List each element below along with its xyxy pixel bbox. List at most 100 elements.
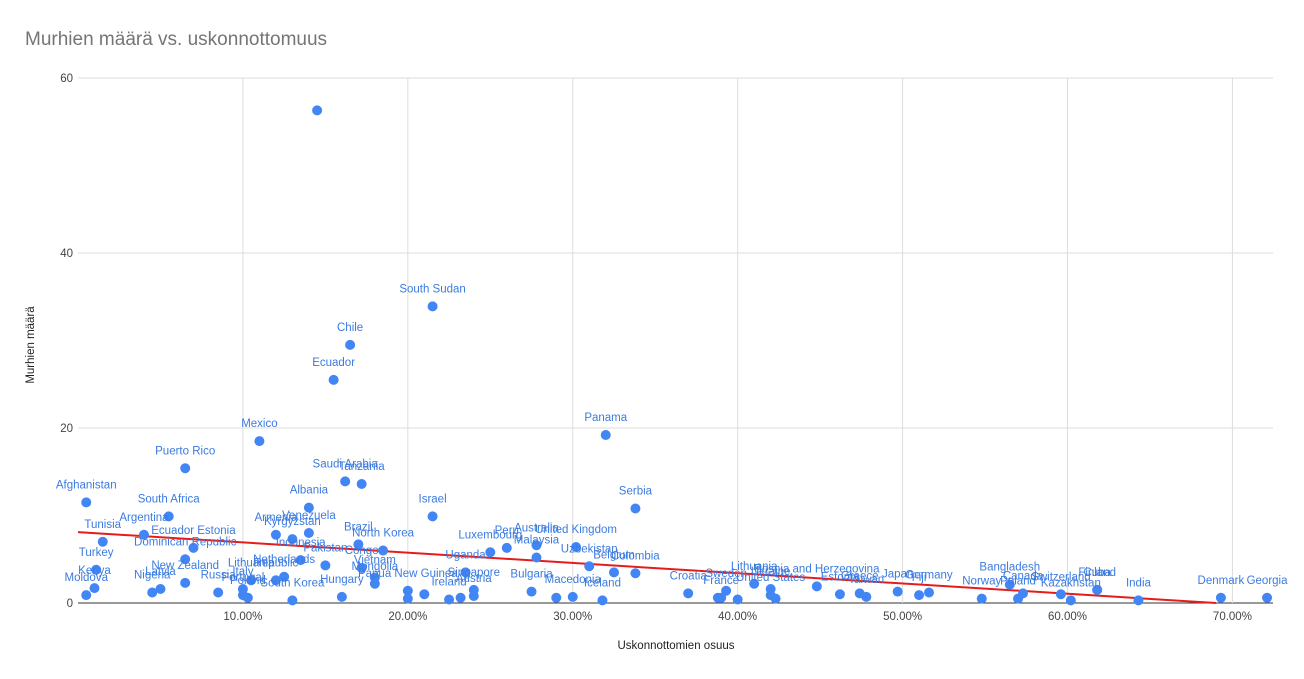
data-label: Albania [290,485,329,497]
data-label: Dominican Republic [134,536,237,548]
data-label: Singapore [448,567,500,579]
data-point [1065,595,1076,606]
data-label: Papua New Guinea [358,568,458,580]
data-point [295,555,306,566]
data-label: Cuba [1083,567,1111,579]
data-label: South Africa [138,493,201,505]
data-label: Switzerland [1031,571,1090,583]
data-label: Canada [1003,570,1044,582]
data-label: Norway [962,576,1001,588]
data-point [336,591,347,602]
data-point [1262,592,1273,603]
data-label: Turkey [79,547,114,559]
data-point [1133,595,1144,606]
data-point [356,563,367,573]
data-point [1215,592,1226,603]
data-label: Kazakhstan [1041,577,1101,589]
data-label: Moldova [65,572,109,584]
data-label: Lithuania [731,561,778,573]
x-tick-label: 60.00% [1048,611,1087,623]
data-point [1055,589,1066,600]
data-label: Russia [201,570,237,582]
data-label: Portugal [221,572,264,584]
data-point [378,545,389,556]
data-point [468,591,479,601]
data-point [630,503,641,514]
data-label: United States [736,572,805,584]
data-label: Ecuador [312,357,355,369]
data-label: Bosnia and Herzegovina [754,563,880,575]
axis-ticks: 0 20 40 60 10.00% 20.00% 30.00% 40.00% 50.00% 60.… [60,73,1252,623]
data-point [584,561,595,572]
x-axis-title: Uskonnottomien osuus [618,640,735,652]
data-label: Argentina [119,512,169,524]
data-points [81,105,1273,606]
data-label: Kyrgyzstan [264,516,321,528]
data-label: Malaysia [514,535,560,547]
data-label: Pakistan [303,542,347,554]
data-label: Hungary [320,574,364,586]
data-point [402,585,413,596]
data-point [353,539,364,550]
data-point [732,594,743,605]
data-label: Georgia [1247,575,1289,587]
x-tick-label: 10.00% [223,611,262,623]
data-label: Austria [456,573,492,585]
data-point [155,584,166,594]
data-label: Greece [841,570,879,582]
data-point [320,560,331,571]
data-point [287,534,298,545]
data-point [608,567,619,578]
data-point [567,591,578,602]
data-label: Serbia [619,486,653,498]
data-point [254,436,265,447]
data-point [834,589,845,600]
data-point [356,479,367,489]
y-tick-label: 60 [60,73,73,85]
data-point [923,587,934,598]
data-label: Finland [1078,567,1116,579]
data-label: Kenya [78,565,111,577]
y-axis-title: Murhien määrä [25,306,37,384]
data-label: Congo [345,545,379,557]
data-point [716,592,727,603]
data-point [147,587,158,598]
data-point [427,301,438,312]
x-tick-label: 30.00% [553,611,592,623]
data-point [811,581,822,592]
y-tick-label: 40 [60,248,73,260]
data-point [419,589,430,600]
data-point [1017,588,1028,599]
data-point [287,595,298,606]
data-label: Puerto Rico [155,445,215,457]
data-point [402,593,413,604]
data-point [97,536,108,547]
data-point [460,567,471,578]
data-label: Mongolia [352,561,399,573]
data-point [328,374,339,385]
data-point [91,564,102,575]
data-point [81,590,92,601]
data-label: Croatia [670,570,708,582]
data-label: France [703,575,739,587]
data-label: Ecuador Estonia [151,525,236,537]
data-point [246,575,257,586]
data-point [770,593,781,604]
data-label: Poland [1000,576,1036,588]
data-label: Iceland [584,577,621,589]
data-label: Denmark [1198,575,1245,587]
data-point [597,595,608,606]
data-label: Ukraine [751,566,791,578]
data-label: Bulgaria [510,569,553,581]
data-point [861,591,872,602]
data-label: Macedonia [545,574,602,586]
data-label: Estonia [821,571,860,583]
data-label: Colombia [611,550,660,562]
data-point [89,583,100,594]
x-tick-label: 50.00% [883,611,922,623]
data-point [345,339,356,350]
data-point [976,593,987,604]
data-label: Saudi Arabia [313,458,379,470]
